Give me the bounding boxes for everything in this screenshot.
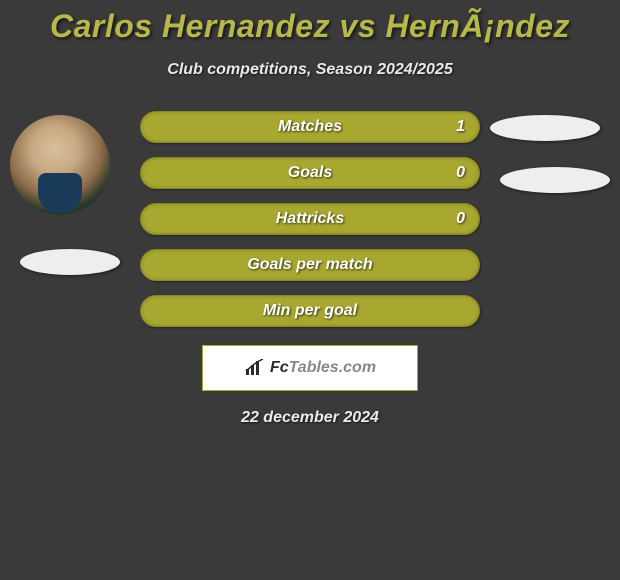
player-name-pill-left bbox=[20, 249, 120, 275]
stat-bar: Min per goal bbox=[140, 295, 480, 327]
logo-text: FcTables.com bbox=[270, 359, 376, 377]
barchart-icon bbox=[244, 359, 266, 377]
stat-label: Goals per match bbox=[247, 256, 372, 274]
player-avatar-left bbox=[10, 115, 110, 215]
stat-bar: Goals per match bbox=[140, 249, 480, 281]
stat-label: Hattricks bbox=[276, 210, 344, 228]
page-subtitle: Club competitions, Season 2024/2025 bbox=[0, 61, 620, 79]
player-name-pill-right-2 bbox=[500, 167, 610, 193]
stat-bar: Goals 0 bbox=[140, 157, 480, 189]
snapshot-date: 22 december 2024 bbox=[0, 409, 620, 427]
stat-value: 0 bbox=[456, 210, 465, 228]
stat-bar: Hattricks 0 bbox=[140, 203, 480, 235]
player-name-pill-right-1 bbox=[490, 115, 600, 141]
fctables-logo: FcTables.com bbox=[202, 345, 418, 391]
stat-bars: Matches 1 Goals 0 Hattricks 0 Goals per … bbox=[140, 111, 480, 341]
page-title: Carlos Hernandez vs HernÃ¡ndez bbox=[0, 0, 620, 45]
stat-value: 1 bbox=[456, 118, 465, 136]
stat-label: Goals bbox=[288, 164, 332, 182]
stat-bar: Matches 1 bbox=[140, 111, 480, 143]
stat-label: Min per goal bbox=[263, 302, 357, 320]
stat-label: Matches bbox=[278, 118, 342, 136]
stat-value: 0 bbox=[456, 164, 465, 182]
